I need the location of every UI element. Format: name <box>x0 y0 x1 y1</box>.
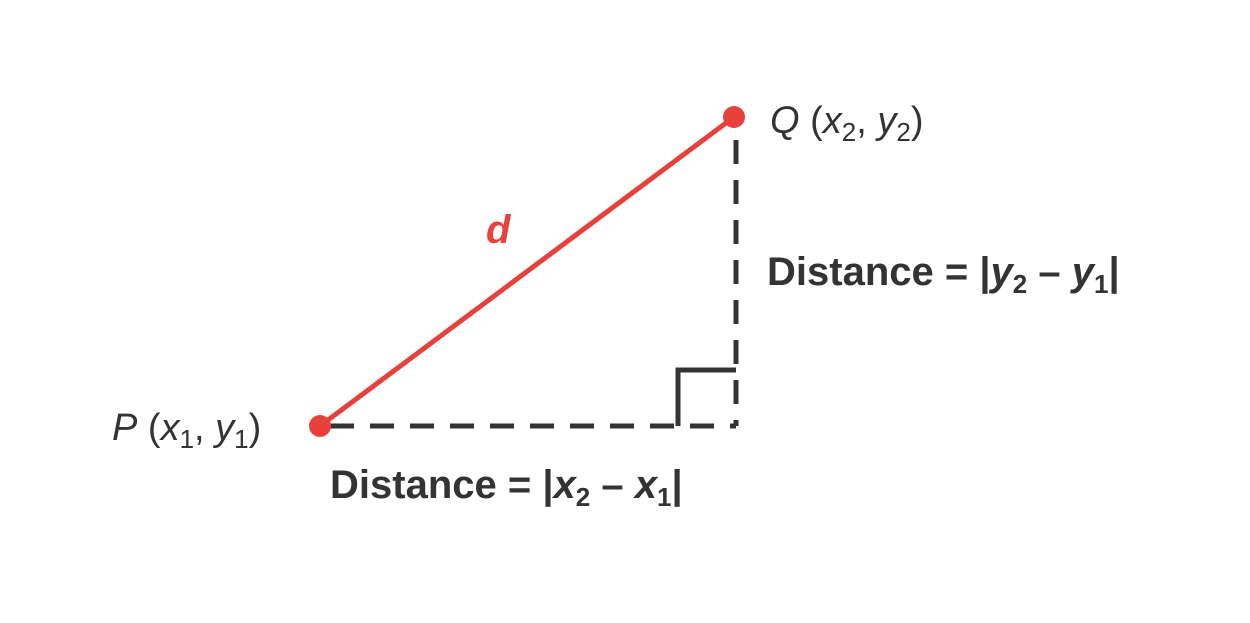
point-q-label: Q (x2, y2) <box>770 100 924 147</box>
horizontal-distance-label: Distance = |x2 – x1| <box>330 463 683 512</box>
segment-label: d <box>486 208 512 252</box>
point-p-label: P (x1, y1) <box>112 407 261 454</box>
vertical-distance-label: Distance = |y2 – y1| <box>767 250 1120 299</box>
hypotenuse-segment <box>318 114 736 429</box>
point-p-marker <box>309 415 331 437</box>
point-q-marker <box>723 106 745 128</box>
right-angle-marker <box>675 367 736 426</box>
